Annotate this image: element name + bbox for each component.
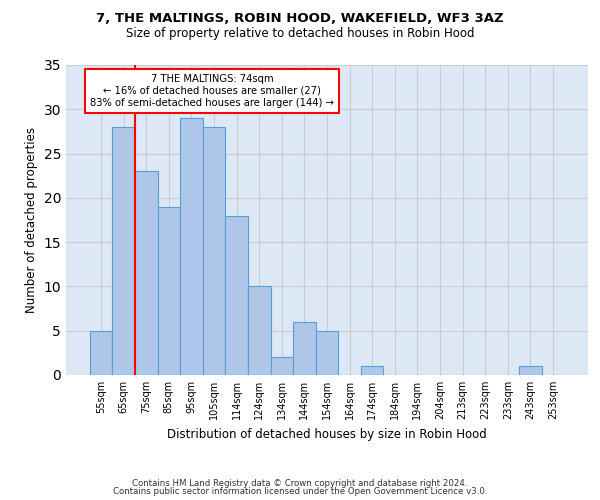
Bar [226, 216, 248, 375]
Bar [90, 330, 112, 375]
Bar [180, 118, 203, 375]
Bar [519, 366, 542, 375]
Text: Contains HM Land Registry data © Crown copyright and database right 2024.: Contains HM Land Registry data © Crown c… [132, 478, 468, 488]
Bar [293, 322, 316, 375]
Bar [112, 127, 135, 375]
Bar [135, 172, 158, 375]
Text: Size of property relative to detached houses in Robin Hood: Size of property relative to detached ho… [126, 28, 474, 40]
Bar [248, 286, 271, 375]
Bar [316, 330, 338, 375]
Text: Contains public sector information licensed under the Open Government Licence v3: Contains public sector information licen… [113, 487, 487, 496]
Text: 7 THE MALTINGS: 74sqm
← 16% of detached houses are smaller (27)
83% of semi-deta: 7 THE MALTINGS: 74sqm ← 16% of detached … [90, 74, 334, 108]
Text: 7, THE MALTINGS, ROBIN HOOD, WAKEFIELD, WF3 3AZ: 7, THE MALTINGS, ROBIN HOOD, WAKEFIELD, … [96, 12, 504, 26]
Bar [203, 127, 226, 375]
Y-axis label: Number of detached properties: Number of detached properties [25, 127, 38, 313]
Bar [158, 206, 180, 375]
Bar [361, 366, 383, 375]
Bar [271, 358, 293, 375]
X-axis label: Distribution of detached houses by size in Robin Hood: Distribution of detached houses by size … [167, 428, 487, 440]
